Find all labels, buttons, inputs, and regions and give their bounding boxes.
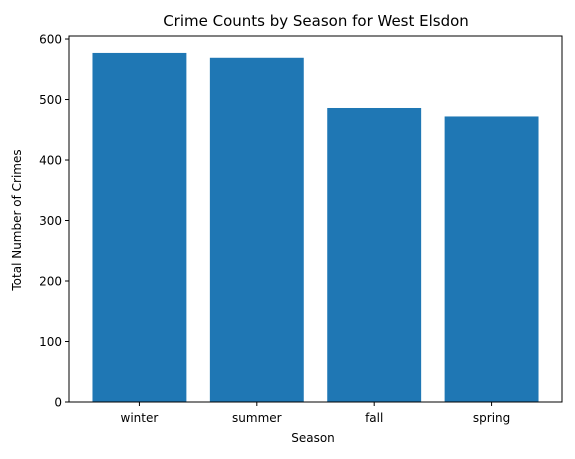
y-tick-label: 0 bbox=[54, 396, 62, 410]
bar-summer bbox=[210, 58, 304, 402]
y-tick-label: 400 bbox=[39, 154, 62, 168]
bar-winter bbox=[92, 53, 186, 402]
x-tick-label-summer: summer bbox=[232, 411, 282, 425]
y-tick-label: 600 bbox=[39, 33, 62, 47]
bar-fall bbox=[327, 108, 421, 402]
y-tick-label: 500 bbox=[39, 93, 62, 107]
chart-title: Crime Counts by Season for West Elsdon bbox=[163, 12, 469, 30]
bars-layer bbox=[92, 53, 538, 402]
y-axis-label: Total Number of Crimes bbox=[10, 149, 24, 291]
bar-spring bbox=[445, 116, 539, 402]
x-tick-label-fall: fall bbox=[365, 411, 383, 425]
y-tick-label: 300 bbox=[39, 214, 62, 228]
y-tick-label: 200 bbox=[39, 275, 62, 289]
x-axis-label: Season bbox=[291, 431, 335, 445]
y-tick-label: 100 bbox=[39, 335, 62, 349]
x-tick-label-winter: winter bbox=[121, 411, 159, 425]
x-tick-label-spring: spring bbox=[473, 411, 510, 425]
